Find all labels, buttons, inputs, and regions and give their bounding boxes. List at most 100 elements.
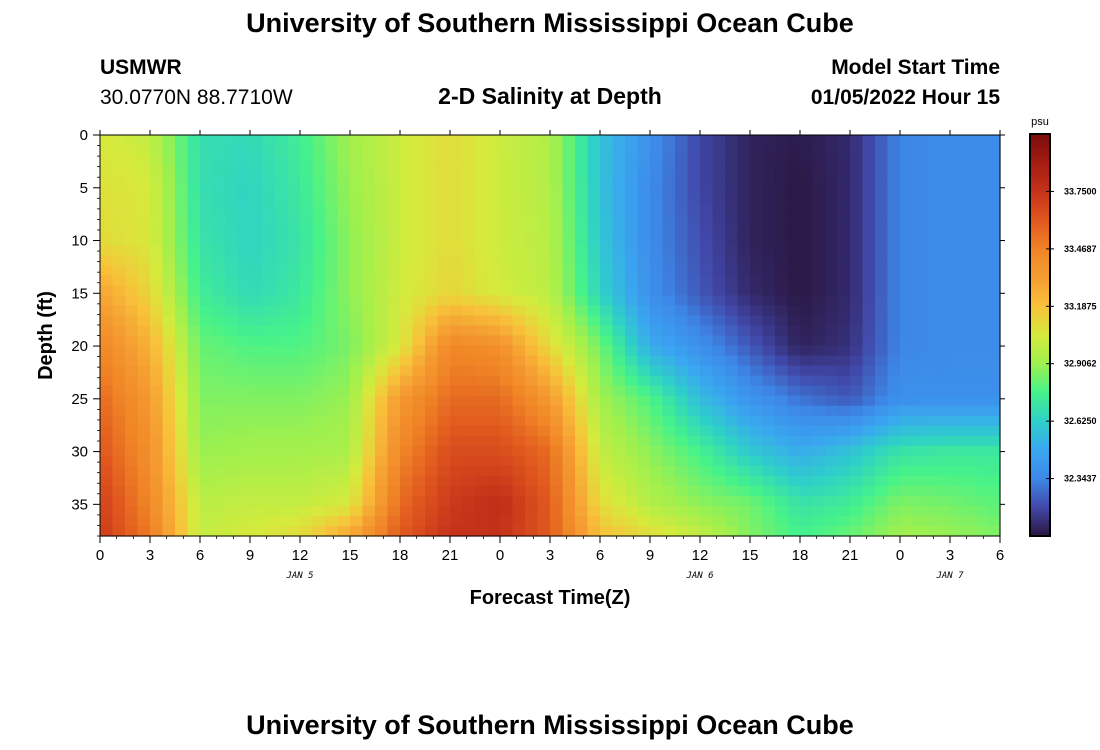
heatmap-cell <box>762 525 776 537</box>
heatmap-cell <box>575 525 589 537</box>
heatmap-cell <box>787 505 801 517</box>
heatmap-cell <box>937 345 951 357</box>
heatmap-cell <box>500 245 514 256</box>
heatmap-cell <box>950 355 964 367</box>
heatmap-cell <box>250 355 264 367</box>
heatmap-cell <box>425 155 439 166</box>
heatmap-cell <box>475 475 489 487</box>
heatmap-cell <box>725 365 739 377</box>
heatmap-cell <box>400 145 414 156</box>
heatmap-cell <box>362 395 376 407</box>
heatmap-cell <box>412 185 426 196</box>
heatmap-cell <box>800 445 814 457</box>
heatmap-cell <box>625 135 639 146</box>
heatmap-cell <box>937 155 951 166</box>
heatmap-cell <box>750 375 764 387</box>
heatmap-cell <box>762 205 776 216</box>
heatmap-cell <box>937 365 951 377</box>
heatmap-cell <box>825 225 839 236</box>
heatmap-cell <box>812 375 826 387</box>
heatmap-cell <box>412 355 426 367</box>
heatmap-cell <box>412 425 426 437</box>
heatmap-cell <box>112 255 126 266</box>
heatmap-cell <box>850 285 864 297</box>
heatmap-cell <box>250 385 264 397</box>
heatmap-cell <box>962 165 976 176</box>
heatmap-cell <box>987 175 1001 186</box>
heatmap-cell <box>112 355 126 367</box>
heatmap-cell <box>275 375 289 387</box>
heatmap-cell <box>375 445 389 457</box>
heatmap-cell <box>175 465 189 477</box>
heatmap-cell <box>312 485 326 497</box>
heatmap-cell <box>400 195 414 206</box>
heatmap-cell <box>112 505 126 517</box>
heatmap-cell <box>812 365 826 377</box>
heatmap-cell <box>812 195 826 206</box>
heatmap-cell <box>350 275 364 286</box>
heatmap-cell <box>487 165 501 176</box>
heatmap-cell <box>675 215 689 226</box>
heatmap-cell <box>837 215 851 226</box>
heatmap-cell <box>175 425 189 437</box>
heatmap-cell <box>925 445 939 457</box>
heatmap-cell <box>625 375 639 387</box>
heatmap-cell <box>962 235 976 246</box>
heatmap-cell <box>487 405 501 417</box>
heatmap-cell <box>512 315 526 327</box>
heatmap-cell <box>400 165 414 176</box>
heatmap-cell <box>812 165 826 176</box>
heatmap-cell <box>787 375 801 387</box>
heatmap-cell <box>587 235 601 246</box>
heatmap-cell <box>350 475 364 487</box>
heatmap-cell <box>175 415 189 427</box>
heatmap-cell <box>762 155 776 166</box>
heatmap-cell <box>662 475 676 487</box>
heatmap-cell <box>187 195 201 206</box>
heatmap-cell <box>687 445 701 457</box>
heatmap-cell <box>950 295 964 307</box>
heatmap-cell <box>612 455 626 467</box>
heatmap-cell <box>262 145 276 156</box>
heatmap-cell <box>325 135 339 146</box>
heatmap-cell <box>662 375 676 387</box>
heatmap-cell <box>687 265 701 276</box>
heatmap-cell <box>975 155 989 166</box>
heatmap-cell <box>537 475 551 487</box>
heatmap-cell <box>600 385 614 397</box>
heatmap-cell <box>537 305 551 317</box>
x-tick-label: 0 <box>896 547 904 564</box>
heatmap-cell <box>312 385 326 397</box>
heatmap-cell <box>537 415 551 427</box>
heatmap-cell <box>125 305 139 317</box>
heatmap-cell <box>462 165 476 176</box>
heatmap-cell <box>462 295 476 307</box>
heatmap-cell <box>100 165 114 176</box>
heatmap-cell <box>912 165 926 176</box>
heatmap-cell <box>300 435 314 447</box>
heatmap-cell <box>662 185 676 196</box>
heatmap-cell <box>700 405 714 417</box>
heatmap-cell <box>587 465 601 477</box>
heatmap-cell <box>112 215 126 226</box>
heatmap-cell <box>450 375 464 387</box>
heatmap-cell <box>275 295 289 307</box>
heatmap-cell <box>862 365 876 377</box>
heatmap-cell <box>400 455 414 467</box>
heatmap-cell <box>912 205 926 216</box>
heatmap-cell <box>662 285 676 297</box>
heatmap-cell <box>625 455 639 467</box>
heatmap-cell <box>512 465 526 477</box>
heatmap-cell <box>975 525 989 537</box>
heatmap-cell <box>425 165 439 176</box>
heatmap-cell <box>212 165 226 176</box>
heatmap-cell <box>812 435 826 447</box>
heatmap-cell <box>950 445 964 457</box>
heatmap-cell <box>387 505 401 517</box>
heatmap-cell <box>212 175 226 186</box>
heatmap-cell <box>400 395 414 407</box>
heatmap-cell <box>675 345 689 357</box>
heatmap-cell <box>425 205 439 216</box>
heatmap-cell <box>825 415 839 427</box>
heatmap-cell <box>925 405 939 417</box>
